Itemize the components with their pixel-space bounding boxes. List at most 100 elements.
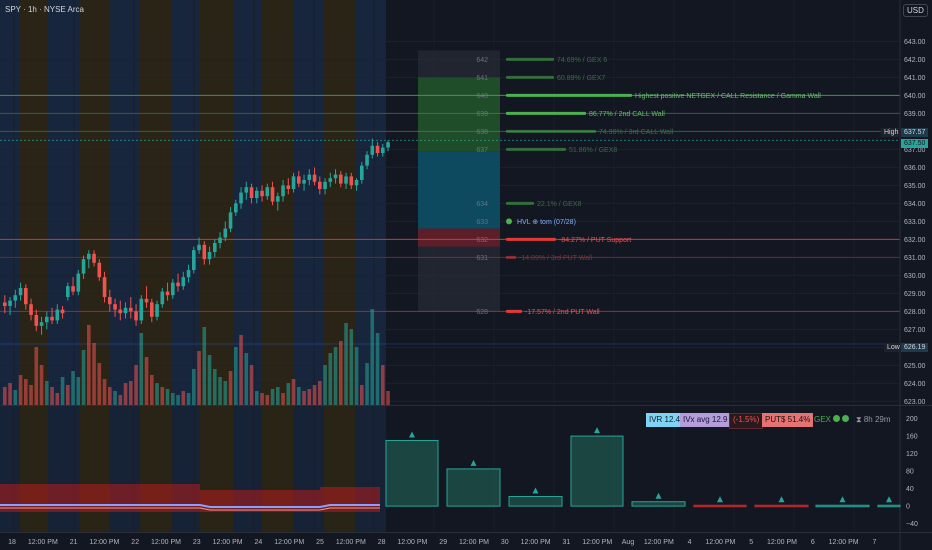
lower-tick: 80: [906, 469, 914, 476]
time-tick: 18: [8, 539, 16, 546]
session-band: [48, 405, 80, 532]
iv-line: [0, 504, 380, 508]
candle-body: [239, 192, 243, 204]
candle-body: [349, 176, 354, 186]
candle-body: [223, 228, 228, 238]
time-tick: 12:00 PM: [151, 539, 181, 546]
volume-bar: [323, 365, 327, 405]
candle-body: [144, 298, 149, 303]
gex-bar: [506, 129, 596, 133]
call-zone: [418, 77, 500, 152]
candle-body: [3, 302, 7, 306]
volume-bar: [13, 390, 18, 405]
candle-body: [202, 244, 207, 260]
volume-bar: [349, 329, 354, 405]
candle-body: [323, 181, 327, 189]
volume-bar: [192, 369, 196, 405]
volume-bar: [123, 383, 128, 405]
candle-body: [312, 174, 317, 182]
candle-body: [123, 307, 128, 314]
time-tick: 12:00 PM: [705, 539, 735, 546]
zone-level-label: 638: [476, 129, 488, 136]
volume-bar: [129, 381, 133, 405]
time-tick: 21: [70, 539, 78, 546]
volume-bar: [255, 391, 259, 405]
candle-body: [60, 309, 65, 314]
gex-badge: GEX: [811, 413, 852, 427]
candle-body: [45, 316, 49, 323]
time-tick: 12:00 PM: [829, 539, 859, 546]
gex-bar-lower: [693, 504, 747, 508]
volume-bar: [286, 383, 291, 405]
gex-bar-lower: [877, 504, 901, 508]
candle-body: [344, 176, 348, 184]
zone-level-label: 628: [476, 309, 488, 316]
lower-tick: 40: [906, 486, 914, 493]
volume-bar: [155, 383, 159, 405]
time-tick: 12:00 PM: [644, 539, 674, 546]
candle-body: [155, 304, 159, 317]
up-triangle-icon: [409, 431, 415, 438]
volume-bar: [276, 387, 280, 405]
gex-label: Highest positive NETGEX / CALL Resistanc…: [635, 93, 821, 100]
timer: ⧗ 8h 29m: [853, 413, 894, 427]
candle-body: [297, 176, 301, 184]
session-band: [140, 0, 172, 405]
volume-bar: [144, 357, 149, 405]
price-tick: 627.00: [904, 327, 926, 334]
volume-bar: [66, 385, 70, 405]
volume-bar: [207, 355, 212, 405]
price-axis[interactable]: 643.00642.00641.00640.00639.00638.00637.…: [899, 0, 926, 550]
candle-body: [207, 252, 212, 260]
volume-bar: [134, 365, 138, 405]
time-tick: 29: [439, 539, 447, 546]
volume-bar: [213, 369, 217, 405]
candle-body: [50, 316, 54, 321]
time-tick: 12:00 PM: [521, 539, 551, 546]
low-label: Low: [884, 343, 903, 352]
volume-bar: [71, 371, 75, 405]
candle-body: [360, 165, 364, 180]
currency-button[interactable]: USD: [903, 4, 928, 17]
gex-label: GEX: [814, 415, 831, 424]
price-tick: 629.00: [904, 291, 926, 298]
lower-tick: 0: [906, 504, 910, 511]
price-tick: 640.00: [904, 93, 926, 100]
volume-bar: [181, 391, 186, 405]
time-axis[interactable]: 18 12:00 PM 21 12:00 PM 22 12:00 PM 23 12:00 PM…: [0, 532, 932, 547]
up-triangle-icon: [655, 492, 662, 499]
gex-bar: [506, 147, 566, 151]
lower-tick: −40: [906, 521, 918, 528]
current-price: 637.50: [901, 139, 929, 148]
high-label: High: [881, 128, 902, 137]
candle-body: [333, 174, 338, 179]
lower-indicator-pane: 200 160 120 80 40 0 −40: [0, 405, 932, 528]
candle-body: [171, 282, 175, 296]
status-dot-icon: [833, 415, 841, 422]
candlesticks[interactable]: [3, 138, 390, 335]
zone-level-label: 632: [476, 237, 488, 244]
zone-level-label: 642: [476, 57, 488, 64]
zone-level-label: 639: [476, 111, 488, 118]
high-value: 637.57: [901, 128, 929, 137]
change-badge: (-1.5%): [729, 413, 764, 429]
candle-body: [370, 145, 375, 155]
time-tick: 12:00 PM: [767, 539, 797, 546]
status-dot-icon: [842, 415, 850, 422]
candle-body: [160, 291, 165, 305]
volume-bar: [108, 387, 112, 405]
volume-bar: [24, 379, 28, 405]
time-tick: 22: [131, 539, 139, 546]
candle-body: [307, 174, 312, 180]
session-band: [20, 405, 48, 532]
volume-bar: [318, 381, 322, 405]
candle-body: [139, 298, 144, 321]
price-tick: 630.00: [904, 273, 926, 280]
volume-bar: [223, 381, 228, 405]
session-shading: [0, 0, 386, 532]
volume-bar: [244, 353, 249, 405]
volume-bar: [60, 377, 65, 405]
price-tick: 634.00: [904, 201, 926, 208]
up-triangle-icon: [532, 487, 539, 494]
